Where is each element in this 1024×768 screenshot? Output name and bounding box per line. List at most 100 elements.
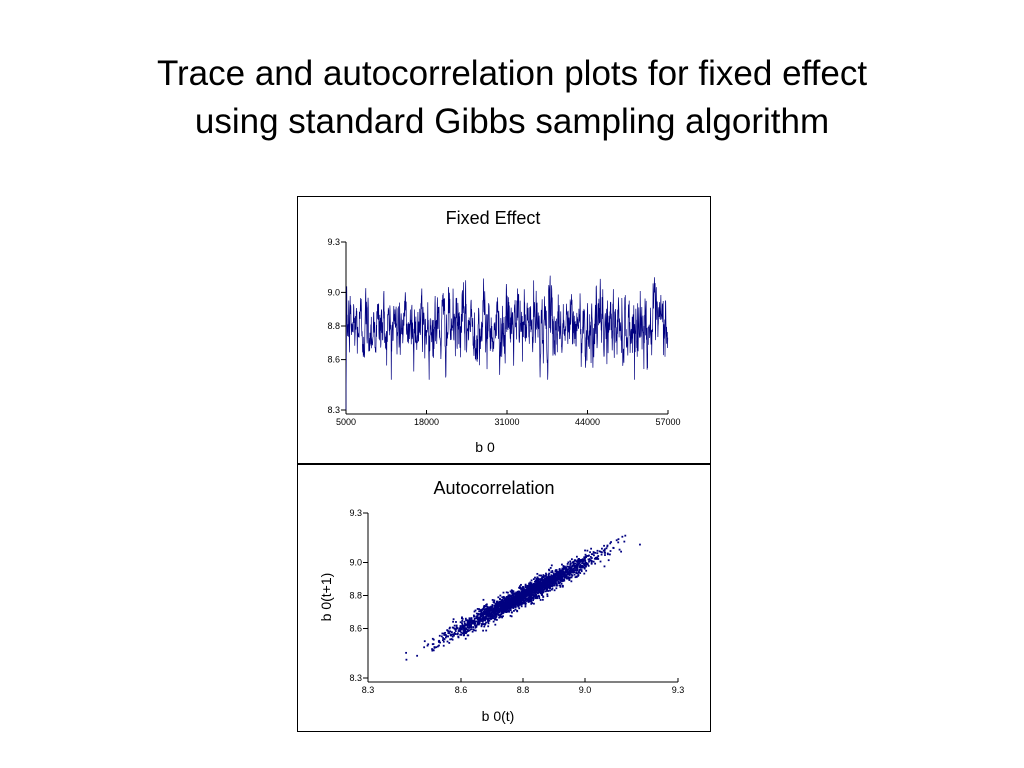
autocorrelation-point xyxy=(466,630,469,632)
autocorrelation-point xyxy=(620,550,623,553)
autocorrelation-point xyxy=(479,614,482,617)
autocorrelation-point xyxy=(579,559,582,562)
autocorrelation-point xyxy=(538,597,541,600)
autocorrelation-point xyxy=(455,621,457,623)
autocorrelation-point xyxy=(521,602,524,604)
autocorrelation-point xyxy=(605,547,608,550)
autocorrelation-point xyxy=(528,594,530,597)
autocorrelation-point xyxy=(546,595,549,598)
autocorrelation-point xyxy=(571,569,574,572)
autocorrelation-x-tick-label: 9.3 xyxy=(672,685,685,695)
autocorrelation-point xyxy=(565,569,568,572)
trace-chart-title: Fixed Effect xyxy=(446,208,541,228)
autocorrelation-point xyxy=(544,585,547,588)
autocorrelation-point xyxy=(487,620,489,623)
trace-y-tick-label: 9.0 xyxy=(327,287,340,297)
autocorrelation-point xyxy=(466,634,469,637)
autocorrelation-point xyxy=(478,620,481,623)
autocorrelation-point xyxy=(594,556,597,559)
autocorrelation-point xyxy=(477,613,480,616)
autocorrelation-point xyxy=(624,534,627,537)
autocorrelation-point xyxy=(468,620,471,623)
autocorrelation-point xyxy=(548,572,551,575)
autocorrelation-point xyxy=(567,561,570,564)
autocorrelation-point xyxy=(561,571,564,574)
autocorrelation-point xyxy=(545,573,548,576)
autocorrelation-point xyxy=(503,605,506,607)
autocorrelation-point xyxy=(472,614,475,617)
autocorrelation-point xyxy=(508,610,510,613)
autocorrelation-point xyxy=(580,570,583,573)
autocorrelation-point xyxy=(445,635,448,637)
autocorrelation-point xyxy=(496,611,498,614)
autocorrelation-point xyxy=(451,638,454,641)
autocorrelation-point xyxy=(561,567,564,570)
autocorrelation-point xyxy=(494,604,497,607)
autocorrelation-point xyxy=(531,583,534,586)
autocorrelation-point xyxy=(468,617,471,620)
autocorrelation-point xyxy=(495,602,498,605)
autocorrelation-point xyxy=(466,620,469,623)
autocorrelation-point xyxy=(575,566,578,569)
autocorrelation-point xyxy=(521,597,524,599)
autocorrelation-point xyxy=(473,610,476,613)
autocorrelation-point xyxy=(540,583,542,586)
autocorrelation-point xyxy=(526,598,528,601)
autocorrelation-point xyxy=(464,627,467,630)
autocorrelation-point xyxy=(603,551,606,554)
autocorrelation-point xyxy=(527,599,530,602)
autocorrelation-point xyxy=(481,620,484,623)
autocorrelation-point xyxy=(463,630,465,633)
autocorrelation-axes: 8.3 8.6 8.8 9.0 9.3 8.3 8.6 8.8 9.0 9.3 xyxy=(349,508,684,695)
autocorrelation-point xyxy=(526,591,528,593)
autocorrelation-point xyxy=(477,622,479,624)
autocorrelation-point xyxy=(553,574,555,577)
autocorrelation-point xyxy=(579,568,582,571)
autocorrelation-point xyxy=(485,611,487,614)
autocorrelation-point xyxy=(580,569,583,571)
trace-axes: 8.3 8.6 8.8 9.0 9.3 5000 18000 31000 44000 57000 xyxy=(327,237,680,427)
autocorrelation-point xyxy=(552,577,554,580)
autocorrelation-point xyxy=(549,575,551,578)
autocorrelation-point xyxy=(525,600,528,602)
autocorrelation-point xyxy=(556,579,558,582)
autocorrelation-point xyxy=(482,606,485,609)
autocorrelation-point xyxy=(498,602,501,605)
autocorrelation-point xyxy=(504,603,507,606)
autocorrelation-point xyxy=(541,592,543,595)
autocorrelation-point xyxy=(524,603,527,606)
autocorrelation-point xyxy=(575,555,578,558)
autocorrelation-point xyxy=(588,560,590,563)
autocorrelation-point xyxy=(502,601,505,604)
autocorrelation-point xyxy=(520,593,523,596)
autocorrelation-point xyxy=(522,589,524,592)
autocorrelation-point xyxy=(475,626,478,628)
autocorrelation-point xyxy=(447,635,449,638)
autocorrelation-point xyxy=(446,640,449,643)
autocorrelation-point xyxy=(519,595,522,598)
autocorrelation-point xyxy=(476,615,479,618)
autocorrelation-point xyxy=(514,608,517,611)
autocorrelation-point xyxy=(537,587,540,590)
autocorrelation-point xyxy=(452,620,454,623)
autocorrelation-point xyxy=(463,629,466,631)
autocorrelation-point xyxy=(478,610,481,613)
autocorrelation-point xyxy=(499,606,502,609)
autocorrelation-point xyxy=(491,613,494,616)
autocorrelation-x-tick-label: 8.6 xyxy=(455,685,468,695)
autocorrelation-point xyxy=(536,576,539,579)
autocorrelation-point xyxy=(459,626,462,629)
autocorrelation-point xyxy=(565,575,568,578)
autocorrelation-point xyxy=(467,626,470,629)
autocorrelation-point xyxy=(602,549,605,552)
autocorrelation-point xyxy=(562,570,565,573)
autocorrelation-point xyxy=(480,624,483,626)
autocorrelation-point xyxy=(443,632,445,635)
autocorrelation-point xyxy=(470,625,472,628)
autocorrelation-point xyxy=(493,617,496,620)
autocorrelation-point xyxy=(555,584,558,587)
autocorrelation-point xyxy=(532,583,535,586)
autocorrelation-point xyxy=(502,612,505,614)
autocorrelation-point xyxy=(502,595,505,598)
autocorrelation-x-tick-label: 8.8 xyxy=(517,685,530,695)
